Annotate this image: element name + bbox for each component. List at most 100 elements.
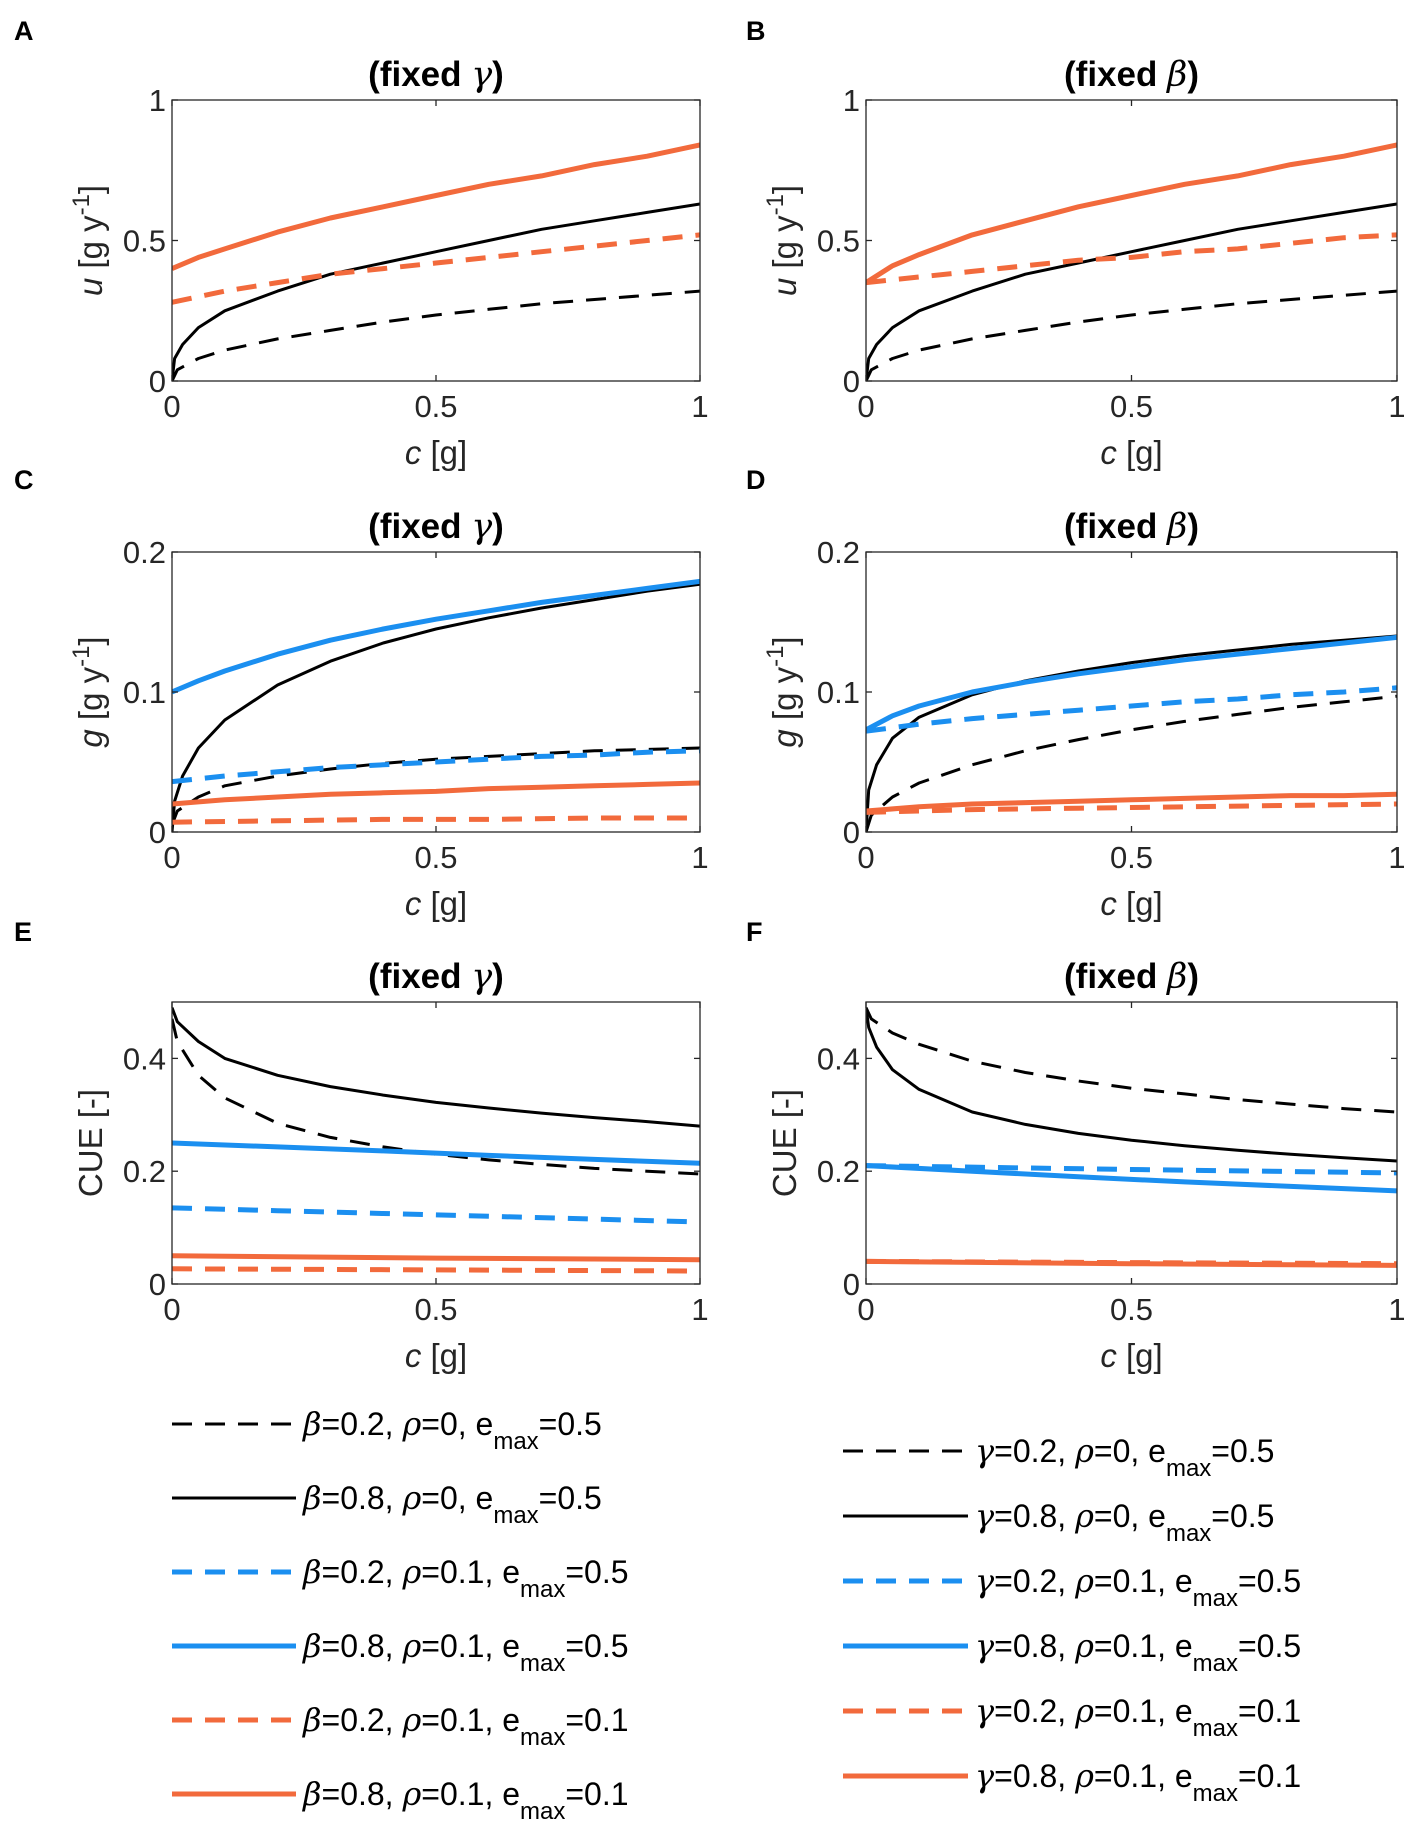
legend-entry: β=0.2, ρ=0.1, emax=0.1 [172,1701,629,1751]
title-suffix: ) [1187,957,1199,996]
series-line [172,1266,700,1274]
legend-label: γ=0.2, ρ=0, emax=0.5 [975,1432,1274,1482]
series-line [172,578,700,695]
legend-rho-symbol: ρ [401,1775,421,1813]
x-tick-label: 0 [857,389,874,424]
y-axis-variable: g [766,729,803,748]
legend-param-symbol: β [302,1553,322,1591]
legend-rho-symbol: ρ [401,1627,421,1665]
panel-title: (fixed γ) [368,507,504,547]
panel-title: (fixed γ) [368,55,504,95]
plot-frame [865,1001,1398,1285]
series-line [866,1006,1397,1114]
legend-rho-symbol: ρ [1074,1692,1094,1730]
legend-param-value: =0.8, [994,1628,1075,1664]
legend-subscript: max [520,1650,565,1677]
y-tick-label: 0.4 [123,1041,166,1076]
x-tick-label: 0.5 [1110,840,1153,875]
series-line [866,202,1397,381]
y-axis-exponent: -1 [762,646,789,667]
x-axis-label: c [g] [405,1337,467,1374]
y-axis-text: CUE [-] [766,1089,803,1197]
series-line [866,1163,1397,1194]
series-line [172,1253,700,1263]
y-tick-label: 0 [843,364,860,399]
y-tick-label: 0 [843,1267,860,1302]
y-axis-unit: [g y [766,215,803,278]
title-symbol: β [1165,957,1187,997]
y-tick-label: 0.2 [817,1154,860,1189]
legend-label: β=0.8, ρ=0.1, emax=0.5 [302,1627,629,1677]
x-axis-variable: c [1100,434,1117,471]
legend-rho-value: =0.1, e [421,1702,520,1738]
legend-rho-value: =0.1, e [1094,1693,1193,1729]
legend-label: β=0.2, ρ=0.1, emax=0.5 [302,1553,629,1603]
legend-rho-value: =0.1, e [1094,1628,1193,1664]
panel-a: A (fixed γ) 0 0.5 1 0 0.5 1 c [g] u [g y-1] [14,16,709,471]
x-tick-label: 1 [1388,1292,1404,1327]
legend-param-value: =0.2, [322,1406,403,1442]
series-line [172,748,700,785]
legend-param-symbol: β [302,1479,322,1517]
legend-rho-symbol: ρ [1074,1562,1094,1600]
legend-param-value: =0.8, [322,1480,403,1516]
legend-param-symbol: β [302,1701,322,1739]
legend-rho-symbol: ρ [1074,1757,1094,1795]
y-axis-unit-end: ] [72,636,109,645]
title-suffix: ) [1187,55,1199,94]
legend-entry: γ=0.2, ρ=0.1, emax=0.5 [843,1562,1301,1612]
series-line [866,685,1397,734]
series-line [866,232,1397,286]
series-line [866,1258,1397,1268]
legend-param-symbol: β [302,1405,322,1443]
legend-rho-symbol: ρ [401,1405,421,1443]
y-tick-label: 1 [149,83,166,118]
legend-param-value: =0.8, [322,1628,403,1664]
legend-emax-value: =0.5 [1238,1563,1301,1599]
x-tick-label: 1 [691,840,708,875]
y-axis-unit: [g y [72,666,109,729]
legend-rho-value: =0.1, e [421,1628,520,1664]
legend-param-symbol: β [302,1775,322,1813]
legend-entry: β=0.8, ρ=0.1, emax=0.5 [172,1627,629,1677]
y-axis-unit: [g y [72,215,109,278]
legend-entry: γ=0.8, ρ=0.1, emax=0.1 [843,1757,1301,1807]
legend-rho-symbol: ρ [1074,1432,1094,1470]
panel-b: B (fixed β) 0 0.5 1 0 0.5 1 c [g] u [g y-1] [746,16,1404,471]
legend-label: γ=0.8, ρ=0.1, emax=0.1 [975,1757,1301,1807]
legend-entry: γ=0.8, ρ=0, emax=0.5 [843,1497,1274,1547]
series-line [172,142,700,271]
legend-label: β=0.8, ρ=0, emax=0.5 [302,1479,602,1529]
y-axis-unit-end: ] [766,185,803,194]
y-axis-exponent: -1 [762,194,789,215]
legend-emax-value: =0.1 [1238,1693,1301,1729]
x-tick-label: 0 [857,840,874,875]
series-line [172,1007,700,1128]
legend-subscript: max [520,1576,565,1603]
y-tick-label: 0 [149,1267,166,1302]
panel-c: C (fixed γ) 0 0.5 1 0 0.1 0.2 c [g] g [g y-1] [14,465,709,922]
y-tick-label: 0 [843,815,860,850]
legend-emax-value: =0.5 [565,1554,628,1590]
y-tick-label: 0.2 [817,535,860,570]
legend-label: γ=0.8, ρ=0, emax=0.5 [975,1497,1274,1547]
title-suffix: ) [492,507,504,546]
legend-label: β=0.2, ρ=0.1, emax=0.1 [302,1701,629,1751]
y-axis-label: g [g y-1] [68,636,109,747]
title-suffix: ) [492,957,504,996]
legend-emax-value: =0.5 [1211,1498,1274,1534]
series-group [866,634,1397,832]
legend-param-value: =0.8, [994,1758,1075,1794]
x-axis-variable: c [405,885,422,922]
legend-entry: β=0.8, ρ=0.1, emax=0.1 [172,1775,629,1825]
x-tick-label: 0.5 [414,1292,457,1327]
legend-emax-value: =0.5 [1211,1433,1274,1469]
y-axis-text: CUE [-] [72,1089,109,1197]
panel-letter: B [746,16,766,46]
x-axis-unit: [g] [421,1337,467,1374]
legend-subscript: max [1193,1585,1238,1612]
series-line [172,289,700,381]
legend-emax-value: =0.1 [1238,1758,1301,1794]
y-axis-label: u [g y-1] [762,185,803,296]
x-tick-label: 1 [691,1292,708,1327]
